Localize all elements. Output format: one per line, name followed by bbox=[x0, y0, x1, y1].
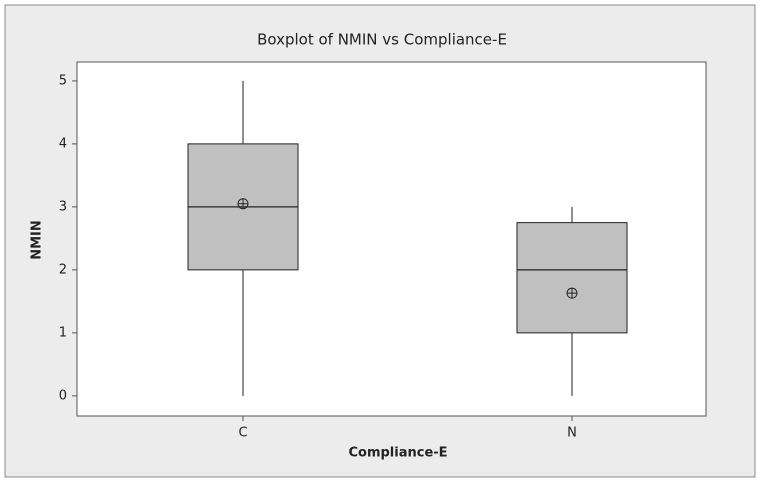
y-tick-label: 2 bbox=[59, 262, 67, 277]
mean-cross bbox=[238, 198, 248, 209]
y-tick-label: 5 bbox=[59, 73, 67, 88]
x-tick-label: N bbox=[567, 426, 577, 441]
y-tick-label: 1 bbox=[59, 325, 67, 340]
x-axis-label: Compliance-E bbox=[348, 446, 447, 461]
y-tick-label: 4 bbox=[59, 136, 67, 151]
chart-title: Boxplot of NMIN vs Compliance-E bbox=[257, 31, 507, 49]
y-axis-label: NMIN bbox=[30, 220, 45, 260]
box bbox=[516, 222, 628, 334]
x-tick-label: C bbox=[238, 426, 247, 441]
mean-cross bbox=[567, 288, 577, 299]
y-tick-label: 0 bbox=[59, 388, 67, 403]
y-tick-label: 3 bbox=[59, 199, 67, 214]
